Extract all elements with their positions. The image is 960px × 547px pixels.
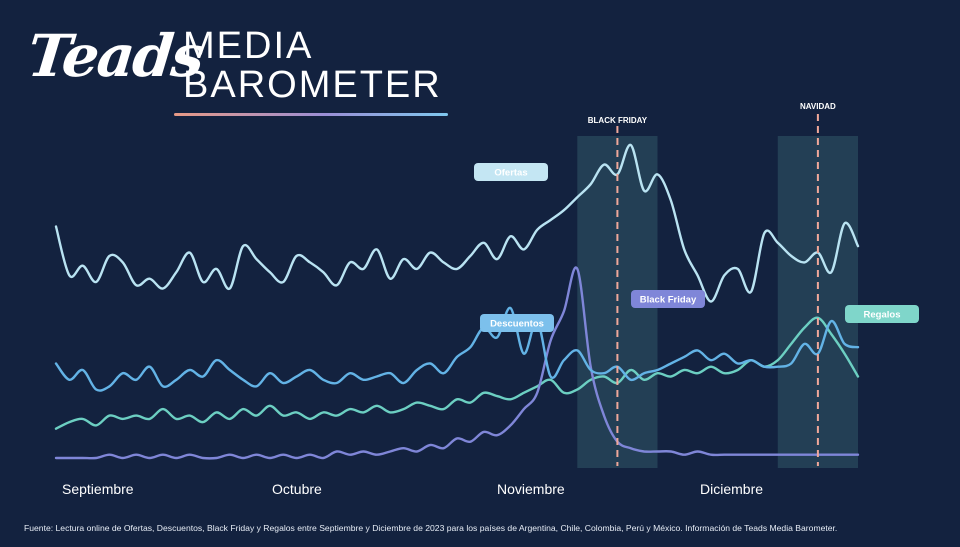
title-underline bbox=[174, 113, 448, 116]
series-line-regalos bbox=[54, 316, 860, 430]
source-footnote: Fuente: Lectura online de Ofertas, Descu… bbox=[24, 523, 838, 533]
event-bands bbox=[577, 136, 858, 468]
series-label-bg-descuentos bbox=[480, 314, 554, 332]
event-label-black-friday: BLACK FRIDAY bbox=[588, 116, 648, 125]
event-markers: BLACK FRIDAY NAVIDAD bbox=[588, 102, 836, 466]
event-label-navidad: NAVIDAD bbox=[800, 102, 836, 111]
series-label-bg-regalos bbox=[845, 305, 919, 323]
series-labels: Ofertas Descuentos Black Friday Regalos bbox=[474, 163, 919, 332]
series-line-descuentos bbox=[54, 306, 860, 392]
series-line-ofertas bbox=[54, 143, 860, 303]
title-line-media: MEDIA bbox=[183, 25, 314, 67]
line-chart: BLACK FRIDAY NAVIDAD Ofertas Descuentos Bla… bbox=[54, 102, 919, 497]
series-label-bg-ofertas bbox=[474, 163, 548, 181]
series-lines bbox=[54, 143, 860, 460]
x-tick-octubre: Octubre bbox=[272, 481, 322, 497]
series-label-regalos: Regalos bbox=[864, 310, 901, 321]
series-label-bg-black-friday bbox=[631, 290, 705, 308]
title-line-barometer: BAROMETER bbox=[183, 64, 442, 106]
x-axis-ticks: Septiembre Octubre Noviembre Diciembre bbox=[62, 481, 763, 497]
x-tick-septiembre: Septiembre bbox=[62, 481, 134, 497]
series-label-black-friday: Black Friday bbox=[640, 295, 697, 306]
x-tick-diciembre: Diciembre bbox=[700, 481, 763, 497]
series-label-ofertas: Ofertas bbox=[494, 168, 527, 179]
series-line-black-friday bbox=[54, 266, 860, 460]
series-label-descuentos: Descuentos bbox=[490, 319, 544, 330]
x-tick-noviembre: Noviembre bbox=[497, 481, 565, 497]
